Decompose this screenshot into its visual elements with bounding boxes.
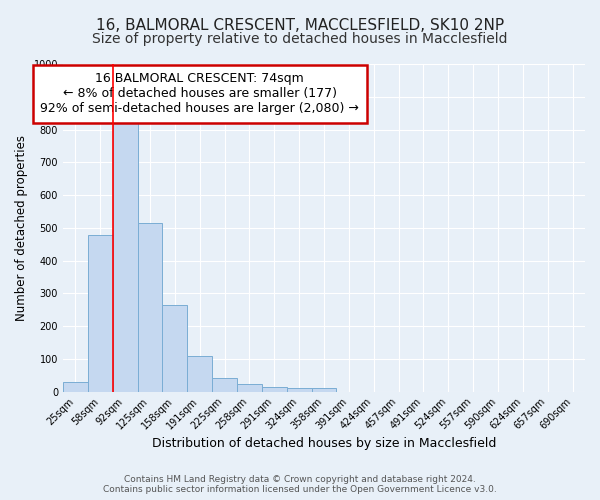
Bar: [311, 388, 337, 392]
Text: 16 BALMORAL CRESCENT: 74sqm
← 8% of detached houses are smaller (177)
92% of sem: 16 BALMORAL CRESCENT: 74sqm ← 8% of deta…: [40, 72, 359, 115]
Bar: [212, 378, 237, 392]
Bar: [262, 388, 287, 392]
Y-axis label: Number of detached properties: Number of detached properties: [15, 135, 28, 321]
Bar: [237, 384, 262, 392]
Bar: [287, 388, 311, 392]
Text: 16, BALMORAL CRESCENT, MACCLESFIELD, SK10 2NP: 16, BALMORAL CRESCENT, MACCLESFIELD, SK1…: [96, 18, 504, 32]
X-axis label: Distribution of detached houses by size in Macclesfield: Distribution of detached houses by size …: [152, 437, 496, 450]
Bar: [113, 123, 137, 392]
Bar: [63, 382, 88, 392]
Text: Contains HM Land Registry data © Crown copyright and database right 2024.
Contai: Contains HM Land Registry data © Crown c…: [103, 474, 497, 494]
Bar: [163, 305, 187, 392]
Bar: [88, 236, 113, 392]
Text: Size of property relative to detached houses in Macclesfield: Size of property relative to detached ho…: [92, 32, 508, 46]
Bar: [187, 356, 212, 392]
Bar: [137, 223, 163, 392]
